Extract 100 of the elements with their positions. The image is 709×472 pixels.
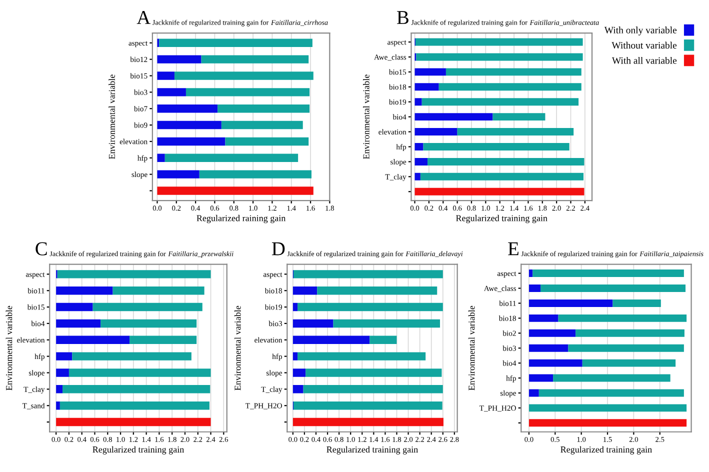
bar [56,385,63,394]
bar [414,98,422,106]
bar [174,72,314,80]
bar [56,319,101,328]
bar [292,418,444,426]
bar [221,120,303,130]
legend-label: With only variable [604,26,677,36]
x-axis-title: Regularized training gain [92,446,184,454]
bar [428,158,584,166]
bar [528,329,576,337]
bar [292,286,318,295]
bar [157,72,174,80]
bar [414,188,584,196]
bar [528,314,558,322]
bar [414,172,420,180]
text: E [508,242,518,256]
bar [317,286,438,295]
bar [157,104,218,113]
bar [612,299,661,307]
bar [532,270,684,278]
bar [292,352,298,360]
y-axis-title: Environmental variable [6,306,12,390]
bar [292,302,298,312]
y-axis-title: Environmental variable [362,74,370,160]
bar [60,401,210,410]
bar [68,368,211,377]
bar [528,389,539,397]
bar [164,154,298,162]
bar [540,284,686,292]
bar [157,120,222,130]
bar [422,98,579,106]
bar [414,143,424,150]
bar [298,302,443,312]
bar [446,68,582,76]
bar [157,55,202,64]
bar [157,154,165,162]
bar [298,352,426,360]
bar [303,385,443,394]
bar [414,68,446,76]
bar [225,137,309,146]
bar [56,352,72,360]
bar [292,319,334,328]
bar [157,137,226,146]
legend-label: Without variable [612,42,677,49]
bar [538,389,684,397]
bar [62,385,210,394]
bar [293,401,442,410]
bar [56,336,130,344]
text: A [136,11,151,24]
bar [292,336,370,344]
bar [457,128,574,136]
x-axis-title: Regularized training gain [560,446,652,454]
x-axis-title: Regularized training gain [456,214,548,224]
bar [414,128,458,136]
bar [56,401,60,410]
bar [370,336,397,344]
bar [414,83,439,91]
bar [56,286,113,295]
bar [199,170,312,178]
bar [568,344,684,352]
bar [112,286,204,295]
bar [438,83,582,91]
bar [292,385,304,394]
bar [201,55,309,64]
y-axis-title: Environmental variable [108,74,115,160]
bar [414,158,428,166]
bar [553,374,670,382]
bar [100,319,197,328]
bar [333,319,440,328]
bar [130,336,197,344]
bar [92,302,202,312]
x-axis-title: Regularized training gain [326,446,418,454]
x-axis-title: Regularized raining gain [196,214,286,224]
bar [415,38,583,46]
bar [528,404,687,412]
bar [528,374,554,382]
text: D [272,242,285,256]
bar [159,38,312,48]
bar [528,359,582,367]
bar [414,113,493,121]
bar [186,88,310,96]
bar [416,53,583,61]
bar [528,344,568,352]
bar [157,88,186,96]
bar [306,368,442,377]
bar [157,186,314,195]
bar [72,352,192,360]
bar [528,284,540,292]
bar [157,170,200,178]
bar [576,329,684,337]
bar [292,368,306,377]
bar [57,270,211,278]
bar [423,143,570,150]
bar [56,368,69,377]
bar [218,104,310,113]
bar [528,270,533,278]
bar [420,172,584,180]
text: C [36,242,47,256]
text: B [397,11,408,24]
bar [56,302,93,312]
